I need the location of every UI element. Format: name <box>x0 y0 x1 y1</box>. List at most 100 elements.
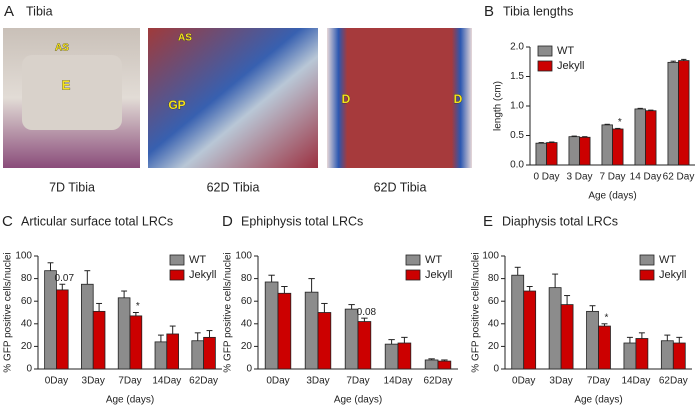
legend-swatch <box>537 60 553 72</box>
micrograph <box>148 28 318 168</box>
bar <box>548 287 562 370</box>
image-label: AS <box>178 33 192 44</box>
y-tick-label: 80 <box>21 273 33 284</box>
bar <box>586 310 599 370</box>
legend-label: Jekyll <box>557 60 585 72</box>
y-axis-title: % GFP positive cells/nuclei <box>3 252 14 372</box>
bar <box>264 281 279 370</box>
x-tick-label: 62Day <box>424 376 453 387</box>
panel-title: Articular surface total LRCs <box>21 214 173 228</box>
y-tick-label: 0 <box>493 364 499 375</box>
x-tick-label: 7Day <box>346 376 369 387</box>
bar <box>612 128 624 166</box>
panel-a: A Tibia AS E AS GP D D 7D Tibia 62D Tibi… <box>3 3 472 194</box>
bar <box>397 342 412 370</box>
x-tick-label: 0Day <box>266 376 289 387</box>
bar <box>129 315 143 370</box>
bar <box>317 312 332 370</box>
bar <box>672 342 686 370</box>
bar <box>601 124 613 166</box>
x-axis-title: Age (days) <box>106 395 154 406</box>
bar <box>56 289 69 370</box>
y-tick-label: 60 <box>241 296 253 307</box>
bar <box>623 342 637 370</box>
legend-swatch <box>169 254 185 266</box>
y-tick-label: 0.5 <box>510 130 524 141</box>
x-tick-label: 14Day <box>621 376 650 387</box>
y-tick-label: 0 <box>26 364 32 375</box>
bar <box>635 338 649 370</box>
image-caption: 62D Tibia <box>207 180 260 194</box>
legend-swatch <box>639 269 655 281</box>
x-tick-label: 0Day <box>512 376 535 387</box>
panel-letter: D <box>222 213 233 230</box>
annotation: * <box>618 117 622 128</box>
x-axis-title: Age (days) <box>588 191 636 202</box>
image-label: D <box>454 92 463 106</box>
bar <box>437 360 452 370</box>
bar <box>546 142 558 166</box>
y-tick-label: 0 <box>246 364 252 375</box>
y-tick-label: 1.5 <box>510 71 524 82</box>
bar <box>645 110 657 166</box>
x-tick-label: 3Day <box>549 376 572 387</box>
bar <box>535 142 547 166</box>
annotation: 0.08 <box>357 307 377 318</box>
legend-swatch <box>405 269 421 281</box>
x-tick-label: 7 Day <box>599 172 625 183</box>
panel-title: Tibia <box>26 4 53 18</box>
x-tick-label: 14Day <box>384 376 413 387</box>
x-tick-label: 0 Day <box>533 172 559 183</box>
legend-label: WT <box>557 45 574 57</box>
image-label: AS <box>55 43 69 54</box>
bar <box>92 310 106 370</box>
y-tick-label: 40 <box>241 318 253 329</box>
x-tick-label: 3 Day <box>566 172 592 183</box>
bar <box>424 359 439 370</box>
x-tick-label: 3Day <box>306 376 329 387</box>
panel-title: Tibia lengths <box>503 4 573 18</box>
bar <box>81 283 94 370</box>
x-tick-label: 7Day <box>587 376 610 387</box>
legend-label: WT <box>189 254 206 266</box>
bar <box>511 274 525 370</box>
y-tick-label: 100 <box>15 251 32 262</box>
image-caption: 62D Tibia <box>374 180 427 194</box>
bar <box>154 341 168 370</box>
panel-title: Diaphysis total LRCs <box>502 214 618 228</box>
y-tick-label: 80 <box>241 273 253 284</box>
x-tick-label: 62 Day <box>663 172 695 183</box>
bar <box>678 60 690 166</box>
y-tick-label: 20 <box>21 341 33 352</box>
y-tick-label: 80 <box>488 273 500 284</box>
panel-letter: B <box>484 3 494 20</box>
y-tick-label: 20 <box>241 341 253 352</box>
x-tick-label: 62Day <box>659 376 688 387</box>
x-tick-label: 14 Day <box>630 172 662 183</box>
image-caption: 7D Tibia <box>49 180 95 194</box>
bar <box>660 340 674 370</box>
annotation: * <box>136 301 140 312</box>
bar <box>277 292 292 370</box>
x-axis-title: Age (days) <box>334 395 382 406</box>
legend-label: WT <box>425 254 442 266</box>
y-tick-label: 40 <box>488 318 500 329</box>
panel-title: Ephiphysis total LRCs <box>241 214 363 228</box>
bar <box>304 291 319 370</box>
annotation: 0.07 <box>55 273 75 284</box>
image-label: GP <box>168 98 185 112</box>
bar <box>344 308 359 370</box>
bar <box>560 304 574 370</box>
bar <box>191 340 205 370</box>
y-tick-label: 20 <box>488 341 500 352</box>
legend-label: Jekyll <box>189 269 217 281</box>
y-axis-title: length (cm) <box>493 81 504 131</box>
bar <box>523 290 537 370</box>
legend-swatch <box>169 269 185 281</box>
y-tick-label: 100 <box>482 251 499 262</box>
x-tick-label: 3Day <box>82 376 105 387</box>
x-tick-label: 14Day <box>152 376 181 387</box>
legend-label: WT <box>659 254 676 266</box>
y-axis-title: % GFP positive cells/nuclei <box>223 252 234 372</box>
